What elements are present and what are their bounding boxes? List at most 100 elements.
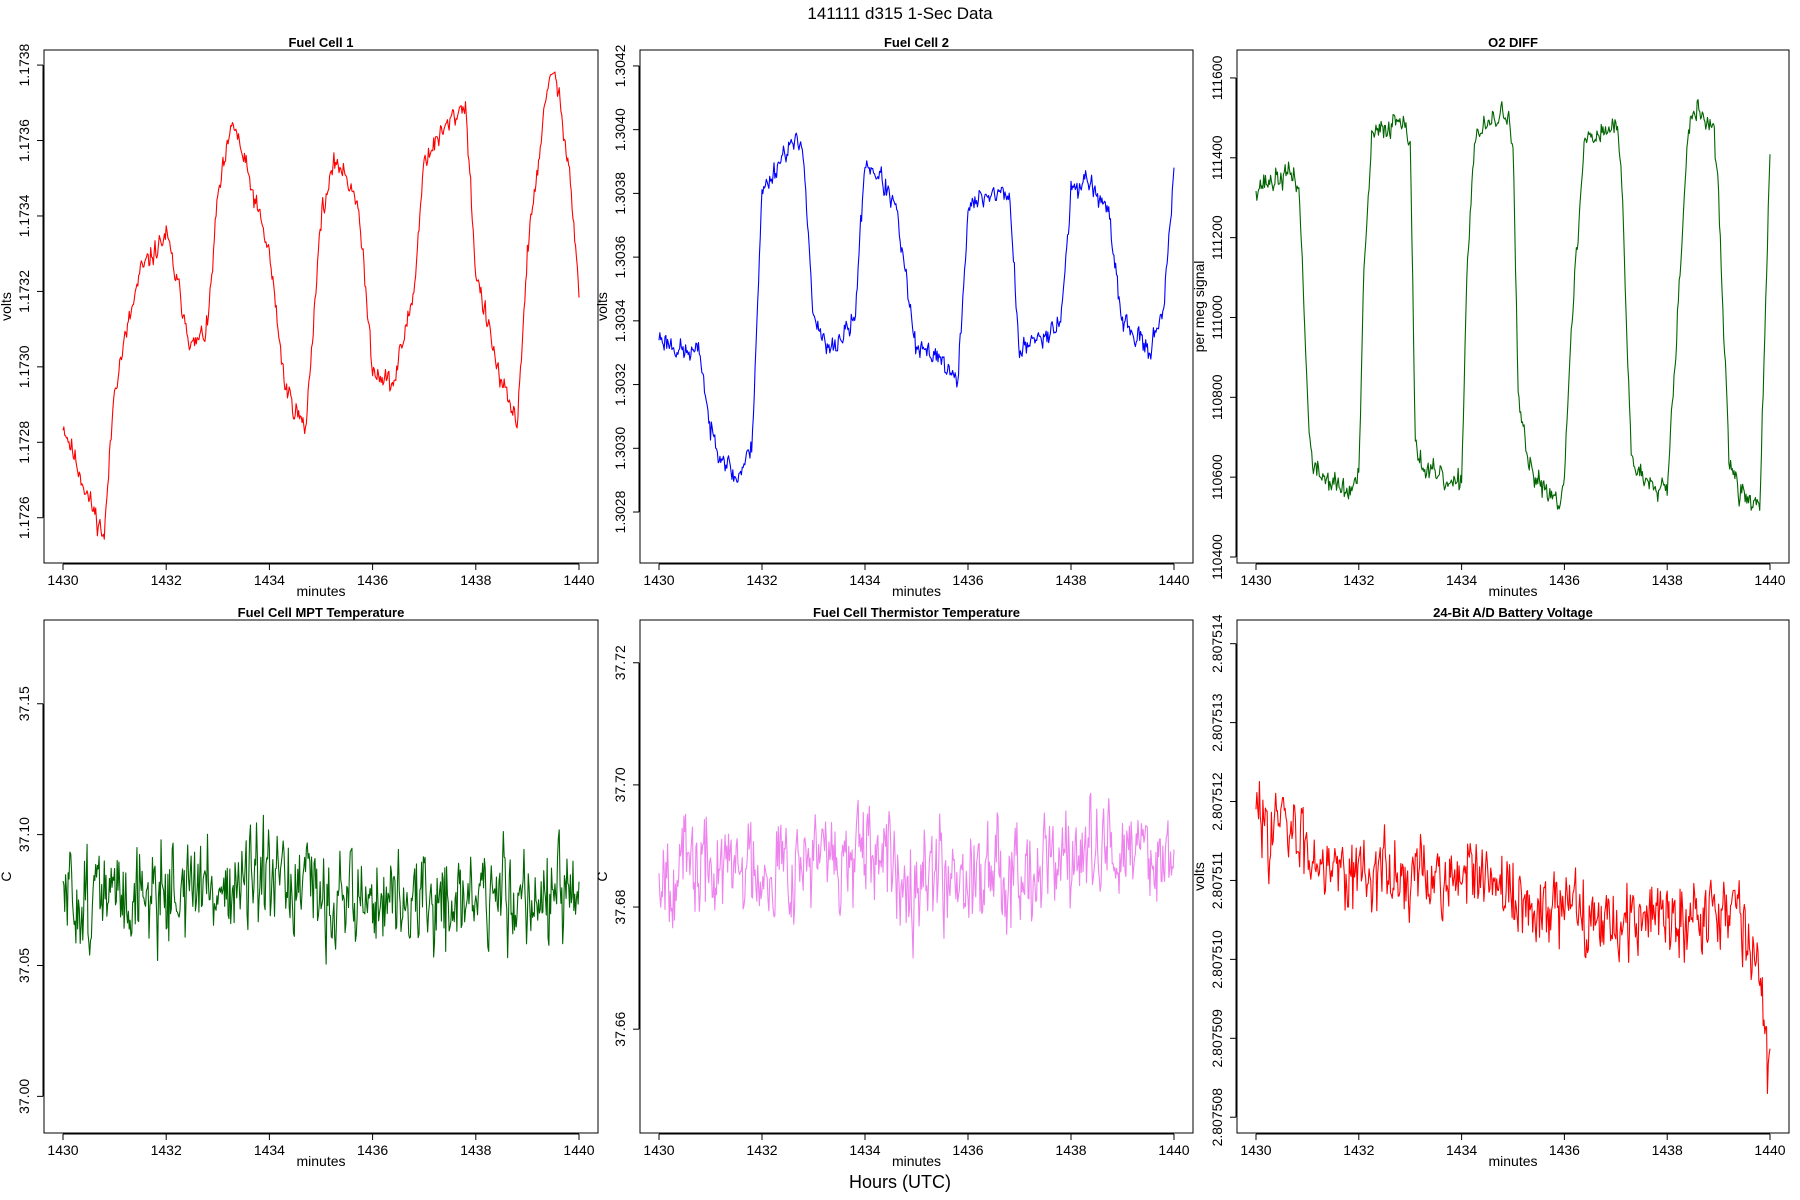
y-tick-label: 2.807508 — [1209, 1088, 1225, 1147]
y-tick-label: 1.1730 — [16, 345, 32, 388]
x-tick-label: 1432 — [746, 572, 777, 588]
x-tick-label: 1436 — [357, 572, 388, 588]
series-line — [1255, 99, 1771, 511]
plot-frame — [639, 619, 1194, 1134]
plot-frame — [1236, 49, 1790, 564]
panel-title: Fuel Cell MPT Temperature — [238, 605, 405, 620]
y-tick-label: 111400 — [1209, 135, 1225, 180]
series-line — [1255, 780, 1771, 1095]
x-tick-label: 1434 — [1446, 1142, 1477, 1158]
y-tick-label: 1.1728 — [16, 421, 32, 464]
y-tick-label: 1.1736 — [16, 119, 32, 162]
x-axis-label: minutes — [296, 583, 345, 599]
chart-panel-1: Fuel Cell 1 1430 1432 1434 1436 1438 1440 minut… — [0, 35, 599, 599]
x-tick-label: 1440 — [1754, 572, 1785, 588]
x-axis-label: minutes — [892, 583, 941, 599]
x-tick-label: 1434 — [254, 1142, 285, 1158]
x-axis-label: minutes — [1488, 583, 1537, 599]
y-tick-label: 2.807512 — [1209, 772, 1225, 831]
panel-title: Fuel Cell 2 — [884, 35, 949, 50]
chart-panels: Fuel Cell 1 1430 1432 1434 1436 1438 1440 minut… — [0, 35, 1790, 1169]
series-line — [658, 132, 1175, 483]
x-axis-label: minutes — [1488, 1153, 1537, 1169]
y-tick-label: 110600 — [1209, 454, 1225, 500]
x-axis-label: minutes — [296, 1153, 345, 1169]
x-tick-label: 1440 — [563, 572, 594, 588]
y-axis-label: per meg signal — [1191, 261, 1207, 353]
plot-frame — [43, 49, 599, 564]
y-tick-label: 37.00 — [16, 1079, 32, 1114]
x-tick-label: 1432 — [151, 1142, 182, 1158]
figure-xlabel: Hours (UTC) — [849, 1172, 951, 1192]
y-tick-label: 1.3028 — [612, 490, 628, 533]
x-tick-label: 1438 — [1055, 1142, 1086, 1158]
x-tick-label: 1432 — [1343, 1142, 1374, 1158]
y-tick-label: 37.72 — [612, 645, 628, 680]
y-tick-label: 1.3034 — [612, 299, 628, 342]
y-tick-label: 1.1734 — [16, 194, 32, 237]
plot-frame — [43, 619, 599, 1134]
y-tick-label: 1.3042 — [612, 44, 628, 87]
x-tick-label: 1436 — [1549, 1142, 1580, 1158]
y-tick-label: 37.10 — [16, 817, 32, 852]
series-line — [62, 71, 580, 540]
panel-title: 24-Bit A/D Battery Voltage — [1433, 605, 1593, 620]
y-tick-label: 1.3040 — [612, 108, 628, 151]
y-tick-label: 1.3030 — [612, 427, 628, 470]
panel-title: Fuel Cell Thermistor Temperature — [813, 605, 1020, 620]
x-tick-label: 1434 — [1446, 572, 1477, 588]
y-tick-label: 2.807514 — [1209, 614, 1225, 673]
x-tick-label: 1430 — [47, 1142, 78, 1158]
y-axis-label: C — [0, 871, 14, 881]
y-axis-label: volts — [1191, 862, 1207, 891]
x-tick-label: 1436 — [952, 1142, 983, 1158]
x-tick-label: 1440 — [563, 1142, 594, 1158]
x-tick-label: 1434 — [849, 572, 880, 588]
y-tick-label: 1.1732 — [16, 270, 32, 313]
y-tick-label: 111200 — [1209, 215, 1225, 260]
y-tick-label: 37.68 — [612, 889, 628, 924]
y-tick-label: 2.807510 — [1209, 930, 1225, 989]
y-tick-label: 1.3038 — [612, 172, 628, 215]
x-tick-label: 1436 — [952, 572, 983, 588]
x-tick-label: 1440 — [1158, 1142, 1189, 1158]
chart-panel-2: Fuel Cell 2 1430 1432 1434 1436 1438 1440 minut… — [594, 35, 1194, 599]
y-tick-label: 111600 — [1209, 55, 1225, 100]
chart-panel-5: Fuel Cell Thermistor Temperature 1430 1432… — [594, 605, 1194, 1169]
x-tick-label: 1436 — [357, 1142, 388, 1158]
panel-title: O2 DIFF — [1488, 35, 1538, 50]
chart-panel-3: O2 DIFF 1430 1432 1434 1436 1438 1440 minutes 11… — [1191, 35, 1790, 599]
x-tick-label: 1438 — [460, 572, 491, 588]
x-tick-label: 1430 — [1240, 572, 1271, 588]
plot-frame — [1236, 619, 1790, 1134]
y-tick-label: 2.807511 — [1209, 852, 1225, 910]
figure-title: 141111 d315 1-Sec Data — [807, 4, 993, 23]
x-tick-label: 1438 — [1055, 572, 1086, 588]
chart-panel-4: Fuel Cell MPT Temperature 1430 1432 1434 143… — [0, 605, 599, 1169]
chart-panel-6: 24-Bit A/D Battery Voltage 1430 1432 1434 14… — [1191, 605, 1790, 1169]
x-tick-label: 1440 — [1158, 572, 1189, 588]
x-tick-label: 1438 — [460, 1142, 491, 1158]
x-tick-label: 1440 — [1754, 1142, 1785, 1158]
panel-title: Fuel Cell 1 — [288, 35, 353, 50]
y-tick-label: 1.1726 — [16, 496, 32, 539]
x-tick-label: 1430 — [47, 572, 78, 588]
x-tick-label: 1436 — [1549, 572, 1580, 588]
x-tick-label: 1438 — [1652, 572, 1683, 588]
y-tick-label: 110800 — [1209, 374, 1225, 420]
x-tick-label: 1434 — [254, 572, 285, 588]
y-tick-label: 2.807509 — [1209, 1009, 1225, 1068]
y-tick-label: 2.807513 — [1209, 693, 1225, 752]
x-axis-label: minutes — [892, 1153, 941, 1169]
x-tick-label: 1430 — [643, 572, 674, 588]
plot-frame — [639, 49, 1194, 564]
series-line — [658, 792, 1175, 959]
series-line — [62, 814, 580, 965]
y-tick-label: 37.05 — [16, 948, 32, 983]
y-tick-label: 110400 — [1209, 534, 1225, 580]
x-tick-label: 1430 — [1240, 1142, 1271, 1158]
y-tick-label: 37.70 — [612, 767, 628, 802]
y-axis-label: volts — [0, 292, 14, 321]
y-axis-label: C — [594, 871, 610, 881]
